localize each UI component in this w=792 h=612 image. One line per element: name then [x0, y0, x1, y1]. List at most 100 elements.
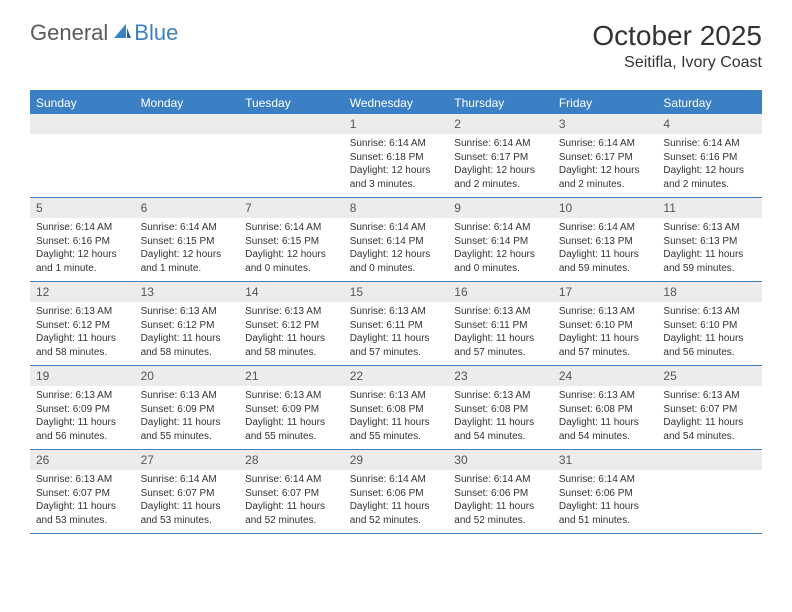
sunset: Sunset: 6:07 PM: [663, 403, 756, 417]
sunset: Sunset: 6:08 PM: [350, 403, 443, 417]
day-number: 26: [30, 450, 135, 470]
day-detail: Sunrise: 6:13 AMSunset: 6:08 PMDaylight:…: [553, 386, 658, 449]
sunset: Sunset: 6:11 PM: [454, 319, 547, 333]
sunrise: Sunrise: 6:14 AM: [454, 473, 547, 487]
sunrise: Sunrise: 6:13 AM: [559, 305, 652, 319]
logo-sail-icon: [112, 22, 132, 45]
sunrise: Sunrise: 6:14 AM: [559, 221, 652, 235]
daylight: Daylight: 11 hours and 56 minutes.: [36, 416, 129, 443]
day-header: Sunday: [30, 92, 135, 114]
sunset: Sunset: 6:08 PM: [454, 403, 547, 417]
day-detail: Sunrise: 6:14 AMSunset: 6:14 PMDaylight:…: [344, 218, 449, 281]
daylight: Daylight: 11 hours and 53 minutes.: [36, 500, 129, 527]
day-number: [30, 114, 135, 134]
day-detail: Sunrise: 6:14 AMSunset: 6:06 PMDaylight:…: [344, 470, 449, 533]
day-number: [657, 450, 762, 470]
sunset: Sunset: 6:10 PM: [559, 319, 652, 333]
day-number: 18: [657, 282, 762, 302]
week-row: 262728293031Sunrise: 6:13 AMSunset: 6:07…: [30, 450, 762, 534]
day-number: 13: [135, 282, 240, 302]
sunrise: Sunrise: 6:14 AM: [245, 221, 338, 235]
day-detail: Sunrise: 6:14 AMSunset: 6:13 PMDaylight:…: [553, 218, 658, 281]
daylight: Daylight: 11 hours and 57 minutes.: [454, 332, 547, 359]
day-detail: Sunrise: 6:13 AMSunset: 6:07 PMDaylight:…: [657, 386, 762, 449]
sunrise: Sunrise: 6:14 AM: [36, 221, 129, 235]
sunrise: Sunrise: 6:13 AM: [350, 389, 443, 403]
sunrise: Sunrise: 6:13 AM: [141, 305, 234, 319]
daylight: Daylight: 11 hours and 58 minutes.: [36, 332, 129, 359]
daylight: Daylight: 11 hours and 58 minutes.: [141, 332, 234, 359]
day-number: 15: [344, 282, 449, 302]
logo-text-blue: Blue: [134, 20, 178, 46]
daylight: Daylight: 12 hours and 2 minutes.: [559, 164, 652, 191]
sunrise: Sunrise: 6:13 AM: [663, 221, 756, 235]
day-detail: Sunrise: 6:13 AMSunset: 6:09 PMDaylight:…: [135, 386, 240, 449]
daylight: Daylight: 11 hours and 58 minutes.: [245, 332, 338, 359]
day-number: 22: [344, 366, 449, 386]
daylight: Daylight: 11 hours and 54 minutes.: [559, 416, 652, 443]
day-header: Tuesday: [239, 92, 344, 114]
daylight: Daylight: 11 hours and 55 minutes.: [350, 416, 443, 443]
day-detail-row: Sunrise: 6:14 AMSunset: 6:16 PMDaylight:…: [30, 218, 762, 281]
day-detail: Sunrise: 6:13 AMSunset: 6:09 PMDaylight:…: [239, 386, 344, 449]
sunset: Sunset: 6:10 PM: [663, 319, 756, 333]
daylight: Daylight: 11 hours and 55 minutes.: [141, 416, 234, 443]
sunset: Sunset: 6:07 PM: [245, 487, 338, 501]
day-number: 21: [239, 366, 344, 386]
day-detail: Sunrise: 6:14 AMSunset: 6:16 PMDaylight:…: [30, 218, 135, 281]
sunset: Sunset: 6:18 PM: [350, 151, 443, 165]
sunrise: Sunrise: 6:13 AM: [245, 305, 338, 319]
day-number: 24: [553, 366, 658, 386]
sunset: Sunset: 6:17 PM: [454, 151, 547, 165]
daylight: Daylight: 11 hours and 56 minutes.: [663, 332, 756, 359]
daylight: Daylight: 12 hours and 0 minutes.: [454, 248, 547, 275]
sunrise: Sunrise: 6:13 AM: [36, 473, 129, 487]
day-detail: Sunrise: 6:13 AMSunset: 6:12 PMDaylight:…: [135, 302, 240, 365]
sunrise: Sunrise: 6:13 AM: [36, 305, 129, 319]
sunset: Sunset: 6:09 PM: [245, 403, 338, 417]
day-header: Monday: [135, 92, 240, 114]
day-detail: Sunrise: 6:14 AMSunset: 6:07 PMDaylight:…: [239, 470, 344, 533]
week-row: 12131415161718Sunrise: 6:13 AMSunset: 6:…: [30, 282, 762, 366]
sunset: Sunset: 6:09 PM: [141, 403, 234, 417]
sunset: Sunset: 6:12 PM: [245, 319, 338, 333]
sunset: Sunset: 6:17 PM: [559, 151, 652, 165]
week-row: 19202122232425Sunrise: 6:13 AMSunset: 6:…: [30, 366, 762, 450]
day-number: 31: [553, 450, 658, 470]
day-header-row: Sunday Monday Tuesday Wednesday Thursday…: [30, 92, 762, 114]
week-row: 1234Sunrise: 6:14 AMSunset: 6:18 PMDayli…: [30, 114, 762, 198]
day-number: 10: [553, 198, 658, 218]
day-header: Wednesday: [344, 92, 449, 114]
sunset: Sunset: 6:15 PM: [141, 235, 234, 249]
sunset: Sunset: 6:09 PM: [36, 403, 129, 417]
daylight: Daylight: 12 hours and 2 minutes.: [663, 164, 756, 191]
daylight: Daylight: 11 hours and 54 minutes.: [663, 416, 756, 443]
sunset: Sunset: 6:07 PM: [36, 487, 129, 501]
sunrise: Sunrise: 6:13 AM: [141, 389, 234, 403]
day-number: 25: [657, 366, 762, 386]
sunrise: Sunrise: 6:13 AM: [663, 305, 756, 319]
day-number: 30: [448, 450, 553, 470]
sunrise: Sunrise: 6:13 AM: [454, 389, 547, 403]
day-detail: [657, 470, 762, 533]
sunrise: Sunrise: 6:13 AM: [245, 389, 338, 403]
day-detail: Sunrise: 6:14 AMSunset: 6:17 PMDaylight:…: [553, 134, 658, 197]
sunset: Sunset: 6:11 PM: [350, 319, 443, 333]
month-title: October 2025: [592, 20, 762, 52]
day-detail: Sunrise: 6:13 AMSunset: 6:12 PMDaylight:…: [239, 302, 344, 365]
day-header: Thursday: [448, 92, 553, 114]
sunset: Sunset: 6:12 PM: [36, 319, 129, 333]
day-detail: Sunrise: 6:13 AMSunset: 6:10 PMDaylight:…: [553, 302, 658, 365]
day-detail: [239, 134, 344, 197]
sunrise: Sunrise: 6:14 AM: [454, 137, 547, 151]
sunset: Sunset: 6:15 PM: [245, 235, 338, 249]
day-detail: Sunrise: 6:13 AMSunset: 6:13 PMDaylight:…: [657, 218, 762, 281]
sunset: Sunset: 6:16 PM: [663, 151, 756, 165]
day-header: Saturday: [657, 92, 762, 114]
day-number: 9: [448, 198, 553, 218]
daylight: Daylight: 11 hours and 51 minutes.: [559, 500, 652, 527]
day-detail: Sunrise: 6:14 AMSunset: 6:14 PMDaylight:…: [448, 218, 553, 281]
sunrise: Sunrise: 6:14 AM: [350, 137, 443, 151]
sunrise: Sunrise: 6:14 AM: [559, 137, 652, 151]
sunrise: Sunrise: 6:13 AM: [350, 305, 443, 319]
